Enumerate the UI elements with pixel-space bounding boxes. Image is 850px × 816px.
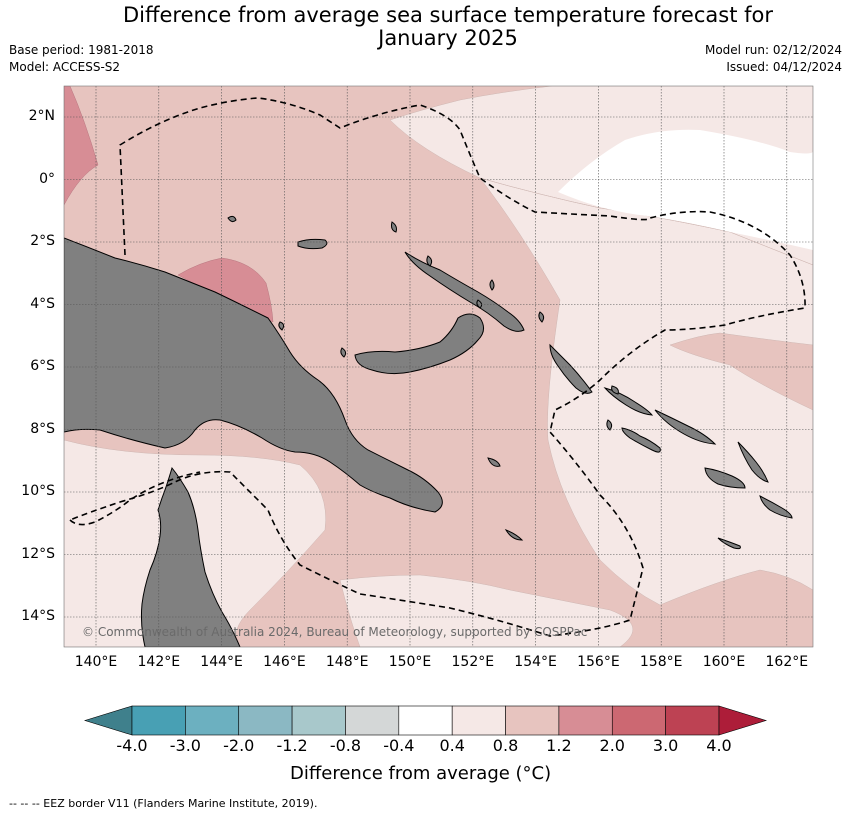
lon-label: 160°E <box>702 654 746 670</box>
copyright-notice: © Commonwealth of Australia 2024, Bureau… <box>82 625 588 639</box>
colorbar-tick-label: 0.8 <box>492 736 519 755</box>
colorbar-segment <box>451 705 506 736</box>
lat-label: 12°S <box>21 545 55 562</box>
colorbar-segment <box>131 705 186 736</box>
anomaly-band-0.4-0.8-southeast <box>339 574 634 647</box>
lon-label: 152°E <box>451 654 495 670</box>
colorbar <box>83 705 768 736</box>
lat-label: 10°S <box>21 483 55 499</box>
anomaly-band-1.2-2.0-west <box>64 86 99 206</box>
land-manus <box>297 238 328 250</box>
land-choiseul <box>603 387 654 416</box>
land-santa-isabel <box>654 409 717 445</box>
colorbar-arrow-high <box>718 705 768 736</box>
lon-label: 156°E <box>577 654 620 670</box>
colorbar-tick-label: 4.0 <box>706 736 732 755</box>
model-name: Model: ACCESS-S2 <box>9 60 121 74</box>
land-islet-2 <box>426 255 433 267</box>
land-islet-3 <box>489 279 495 291</box>
lon-label: 154°E <box>514 654 557 670</box>
colorbar-segment <box>611 705 666 736</box>
land-new-georgia <box>621 427 661 453</box>
lon-label: 148°E <box>325 654 369 670</box>
gridlines <box>64 86 813 647</box>
lon-label: 146°E <box>263 654 306 670</box>
eez-border-aus <box>69 471 201 526</box>
base-period: Base period: 1981-2018 <box>9 43 154 57</box>
map-area <box>64 86 813 647</box>
colorbar-tick-label: -1.2 <box>276 736 308 755</box>
colorbar-title: Difference from average (°C) <box>290 763 552 784</box>
lat-label: 2°N <box>28 108 55 124</box>
anomaly-band-neutral <box>558 129 813 250</box>
model-run: Model run: 02/12/2024 <box>704 43 842 57</box>
lat-label: 2°S <box>30 233 55 249</box>
colorbar-segment <box>665 705 720 736</box>
eez-border-png <box>69 97 806 637</box>
land-islet-1 <box>391 221 397 233</box>
eez-footnote: -- -- -- EEZ border V11 (Flanders Marine… <box>9 797 318 810</box>
colorbar-segment <box>345 705 400 736</box>
colorbar-tick-label: 3.0 <box>652 736 679 755</box>
land-islet-7 <box>340 347 347 358</box>
land-guadalcanal <box>704 467 746 489</box>
colorbar-segment <box>558 705 613 736</box>
lon-label: 144°E <box>200 654 243 670</box>
meta-right: Model run: 02/12/2024 Issued: 04/12/2024 <box>705 42 842 76</box>
land-islet-4 <box>476 299 483 309</box>
land-islet-5 <box>538 311 545 323</box>
lon-label: 158°E <box>639 654 683 670</box>
land-islet-6 <box>278 321 285 331</box>
lat-label: 0° <box>39 170 55 187</box>
chart-title: Difference from average sea surface temp… <box>0 4 850 50</box>
land-malaita <box>737 441 769 483</box>
colorbar-tick-label: -4.0 <box>116 736 148 755</box>
title-line-1: Difference from average sea surface temp… <box>123 3 773 27</box>
land-islet-8 <box>487 457 501 467</box>
lon-label: 140°E <box>74 654 118 670</box>
colorbar-tick-label: -3.0 <box>169 736 201 755</box>
colorbar-tick-label: 0.4 <box>439 736 465 755</box>
lon-label: 142°E <box>137 654 181 670</box>
land-new-ireland <box>404 251 525 332</box>
lat-label: 8°S <box>30 420 55 437</box>
land-islet-10 <box>227 215 237 223</box>
colorbar-tick-label: 1.2 <box>546 736 572 755</box>
land-islet-11 <box>611 385 619 395</box>
meta-left: Base period: 1981-2018 Model: ACCESS-S2 <box>9 42 154 76</box>
lat-label: 4°S <box>30 295 55 312</box>
colorbar-segment <box>505 705 560 736</box>
title-line-2: January 2025 <box>378 26 518 50</box>
land-new-britain <box>354 313 484 375</box>
colorbar-tick-label: 2.0 <box>599 736 625 755</box>
colorbar-tick-label: -0.8 <box>329 736 362 755</box>
issued-date: Issued: 04/12/2024 <box>726 60 842 74</box>
land-cape-york <box>140 466 241 647</box>
land-islet-9 <box>504 528 524 541</box>
colorbar-arrow-low <box>83 705 133 736</box>
land-rennell <box>717 537 741 550</box>
colorbar-segment <box>291 705 346 736</box>
lon-label: 150°E <box>388 654 432 670</box>
colorbar-segment <box>398 705 453 736</box>
lon-label: 162°E <box>765 654 809 670</box>
colorbar-tick-label: -0.4 <box>383 736 415 755</box>
lat-label: 14°S <box>21 608 55 624</box>
land-makira <box>759 495 793 519</box>
colorbar-tick-label: -2.0 <box>223 736 255 755</box>
colorbar-segment <box>185 705 240 736</box>
colorbar-segment <box>238 705 293 736</box>
lat-label: 6°S <box>30 358 55 374</box>
land-islet-12 <box>606 419 613 431</box>
map-frame <box>63 85 814 648</box>
